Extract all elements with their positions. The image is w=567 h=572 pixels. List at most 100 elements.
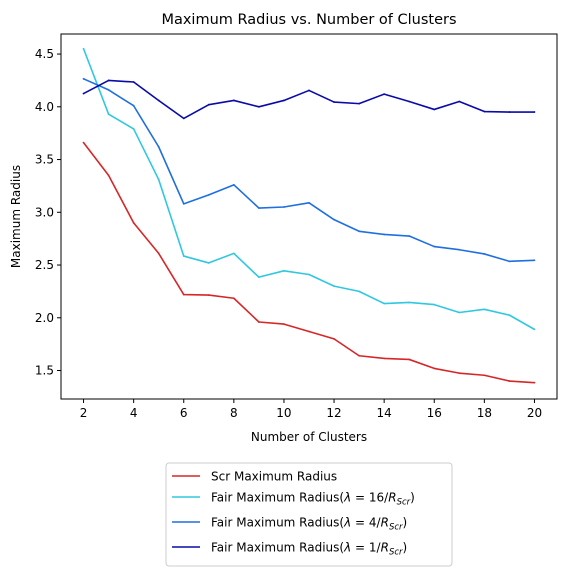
y-tick-label: 3.5: [35, 153, 54, 167]
data-point: [107, 174, 110, 177]
data-point: [283, 99, 285, 102]
data-point: [408, 235, 411, 237]
data-point: [308, 273, 310, 276]
data-point: [232, 252, 235, 255]
data-point: [258, 105, 260, 108]
data-point: [333, 218, 335, 221]
data-point: [132, 128, 135, 130]
data-point: [533, 259, 536, 262]
data-point: [107, 113, 110, 116]
y-tick-label: 2.0: [35, 311, 54, 325]
data-point: [358, 102, 360, 105]
data-point: [107, 79, 110, 82]
data-point: [207, 294, 210, 296]
data-point: [383, 302, 386, 305]
data-point: [207, 193, 210, 196]
y-axis-label: Maximum Radius: [9, 165, 23, 268]
data-point: [508, 314, 511, 317]
x-axis-label: Number of Clusters: [251, 430, 367, 444]
data-point: [258, 321, 260, 323]
data-point: [82, 92, 85, 95]
legend-item-2: Fair Maximum Radius(λ = 16/RScr): [172, 491, 415, 508]
data-point: [383, 93, 386, 96]
chart-title: Maximum Radius vs. Number of Clusters: [161, 12, 456, 28]
data-point: [433, 245, 436, 248]
data-point: [207, 103, 210, 106]
data-point: [182, 293, 185, 296]
data-point: [157, 99, 160, 102]
data-point: [182, 117, 185, 120]
data-point: [132, 221, 135, 224]
x-tick-label: 16: [427, 406, 442, 420]
data-point: [408, 301, 411, 304]
data-point: [182, 255, 185, 257]
series-line-1: [82, 142, 535, 384]
data-point: [283, 206, 285, 208]
data-point: [458, 100, 461, 103]
legend-label: Scr Maximum Radius: [211, 470, 337, 484]
x-tick-label: 10: [276, 406, 291, 420]
data-point: [483, 253, 486, 255]
y-tick-label: 2.5: [35, 258, 54, 272]
data-point: [458, 248, 461, 251]
data-point: [107, 89, 110, 91]
data-point: [508, 260, 511, 263]
data-point: [182, 202, 185, 205]
data-point: [283, 269, 285, 272]
data-point: [358, 230, 360, 233]
data-point: [533, 111, 536, 113]
data-point: [232, 297, 235, 300]
x-tick-label: 20: [527, 406, 542, 420]
data-point: [82, 77, 85, 80]
legend-item-1: Scr Maximum Radius: [172, 470, 337, 484]
x-tick-label: 2: [80, 406, 88, 420]
y-tick-label: 1.5: [35, 364, 54, 378]
data-point: [82, 141, 85, 144]
data-point: [383, 233, 386, 236]
data-point: [157, 145, 160, 148]
data-point: [508, 380, 511, 382]
data-point: [358, 290, 360, 293]
data-point: [483, 308, 486, 311]
x-tick-label: 14: [377, 406, 392, 420]
data-point: [408, 358, 411, 361]
data-point: [258, 276, 260, 279]
x-tick-label: 6: [180, 406, 188, 420]
data-point: [533, 381, 536, 384]
data-point: [132, 81, 135, 83]
legend: Scr Maximum Radius Fair Maximum Radius(λ …: [165, 462, 453, 567]
data-point: [408, 100, 411, 103]
data-point: [458, 311, 461, 314]
legend-label: Fair Maximum Radius(λ = 1/RScr): [211, 541, 407, 558]
data-point: [483, 110, 486, 113]
series-line-4: [83, 79, 535, 120]
data-point: [508, 111, 511, 113]
legend-label: Fair Maximum Radius(λ = 4/RScr): [211, 516, 407, 533]
data-point: [433, 108, 436, 111]
data-point: [358, 354, 360, 357]
y-tick-label: 4.0: [35, 100, 54, 114]
x-tick-label: 8: [230, 406, 238, 420]
plot-area: 2 4 6 8 10 12 14 16 18 20 1.5 2.0 2.5 3.0 3.5 4.0 4.5: [35, 33, 558, 420]
legend-item-3: Fair Maximum Radius(λ = 4/RScr): [172, 516, 407, 533]
x-tick-label: 18: [477, 406, 492, 420]
data-point: [308, 330, 310, 333]
data-point: [433, 367, 436, 370]
legend-items: Scr Maximum Radius Fair Maximum Radius(λ …: [172, 470, 415, 558]
data-point: [333, 285, 335, 288]
legend-label: Fair Maximum Radius(λ = 16/RScr): [211, 491, 415, 508]
data-point: [533, 328, 536, 331]
data-point: [157, 178, 160, 181]
data-point: [207, 262, 210, 264]
y-axis-ticks: 1.5 2.0 2.5 3.0 3.5 4.0 4.5: [35, 47, 61, 378]
series-layer: [82, 47, 536, 384]
data-point: [283, 323, 285, 325]
data-point: [258, 207, 260, 209]
data-point: [433, 303, 436, 306]
x-tick-label: 4: [130, 406, 138, 420]
data-point: [333, 101, 335, 103]
data-point: [383, 357, 386, 360]
legend-frame: [165, 462, 453, 567]
data-point: [308, 201, 310, 204]
